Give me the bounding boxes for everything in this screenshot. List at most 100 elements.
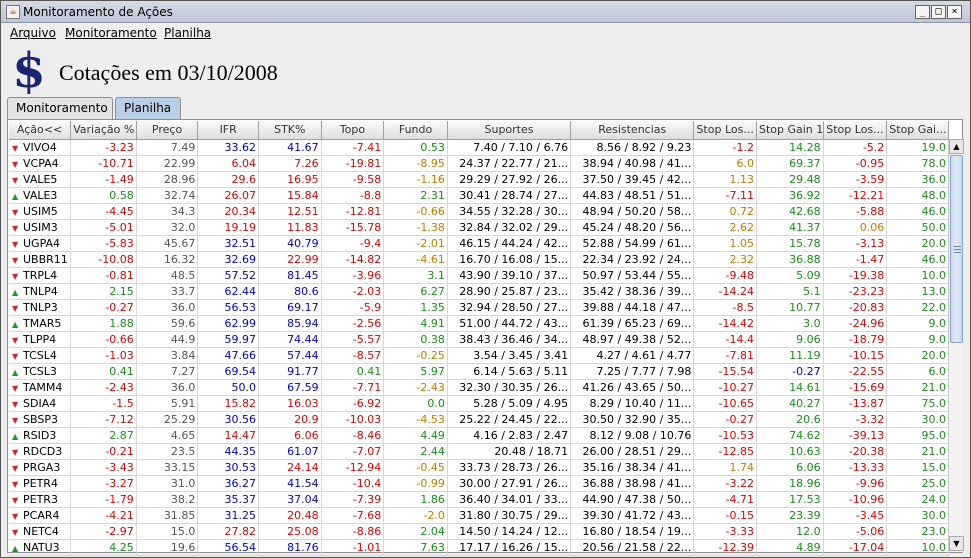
res-cell: 48.97 / 49.38 / 52... xyxy=(570,331,695,348)
column-header[interactable]: Ação<< xyxy=(9,121,72,140)
table-row[interactable]: ▼ SDIA4 -1.5 5.91 15.82 16.03 -6.92 0.0 5.28 / 5… xyxy=(9,395,949,412)
table-row[interactable]: ▼ TAMM4 -2.43 36.0 50.0 67.59 -7.71 -2.43 32.30 … xyxy=(9,379,949,396)
table-row[interactable]: ▼ UBBR11 -10.08 16.32 32.69 22.99 -14.82 -4.61 1… xyxy=(9,251,949,268)
topo-cell: -8.46 xyxy=(321,427,385,444)
table-row[interactable]: ▼ RDCD3 -0.21 23.5 44.35 61.07 -7.07 2.44 20.48 … xyxy=(9,443,949,460)
table-row[interactable]: ▼ SBSP3 -7.12 25.29 30.56 20.9 -10.03 -4.53 25.2… xyxy=(9,411,949,428)
table-row[interactable]: ▼ VIVO4 -3.23 7.49 33.62 41.67 -7.41 0.53 7.40 /… xyxy=(9,139,949,156)
stk-cell: 12.51 xyxy=(258,203,322,220)
table-row[interactable]: ▼ TCSL4 -1.03 3.84 47.66 57.44 -8.57 -0.25 3.54 … xyxy=(9,347,949,364)
table-row[interactable]: ▲ RSID3 2.87 4.65 14.47 6.06 -8.46 4.49 4.16 / 2… xyxy=(9,427,949,444)
symbol-cell: ▼ VALE5 xyxy=(9,171,72,188)
table-row[interactable]: ▼ PETR3 -1.79 38.2 35.37 37.04 -7.39 1.86 36.40 … xyxy=(9,491,949,508)
res-cell: 44.83 / 48.51 / 51... xyxy=(570,187,695,204)
arrow-down-icon: ▼ xyxy=(12,303,19,313)
column-header[interactable]: IFR xyxy=(197,121,259,140)
table-row[interactable]: ▼ NETC4 -2.97 15.0 27.82 25.08 -8.86 2.04 14.50 … xyxy=(9,523,949,540)
preco-cell: 3.84 xyxy=(136,347,199,364)
symbol-cell: ▼ USIM5 xyxy=(9,203,72,220)
fundo-cell: -4.53 xyxy=(383,411,448,428)
vertical-scrollbar[interactable]: ▲ ▼ xyxy=(948,139,964,552)
column-header[interactable]: Variação % xyxy=(70,121,137,140)
table-row[interactable]: ▼ TNLP3 -0.27 36.0 56.53 69.17 -5.9 1.35 32.94 /… xyxy=(9,299,949,316)
menu-arquivo[interactable]: Arquivo xyxy=(10,26,56,40)
maximize-button[interactable]: □ xyxy=(931,5,946,19)
minimize-button[interactable]: _ xyxy=(915,5,930,19)
ifr-cell: 62.44 xyxy=(197,283,259,300)
table-row[interactable]: ▼ PRGA3 -3.43 33.15 30.53 24.14 -12.94 -0.45 33.… xyxy=(9,459,949,476)
var-cell: 4.25 xyxy=(70,539,137,556)
res-cell: 7.25 / 7.77 / 7.98 xyxy=(570,363,695,380)
sl2-cell: -13.33 xyxy=(823,459,888,476)
ifr-cell: 56.53 xyxy=(197,299,259,316)
symbol-cell: ▼ TCSL4 xyxy=(9,347,72,364)
sl1-cell: -4.71 xyxy=(693,491,757,508)
sg1-cell: 18.96 xyxy=(756,475,824,492)
table-row[interactable]: ▲ NATU3 4.25 19.6 56.54 81.76 -1.01 7.63 17.17 /… xyxy=(9,539,949,556)
column-header[interactable]: Resistencias xyxy=(570,121,695,140)
sl1-cell: -14.24 xyxy=(693,283,757,300)
ifr-cell: 30.56 xyxy=(197,411,259,428)
table-row[interactable]: ▼ VCPA4 -10.71 22.99 6.04 7.26 -19.81 -8.95 24.3… xyxy=(9,155,949,172)
sg2-cell: 10.0 xyxy=(886,267,949,284)
table-row[interactable]: ▼ VALE5 -1.49 28.96 29.6 16.95 -9.58 -1.16 29.29… xyxy=(9,171,949,188)
scroll-down-button[interactable]: ▼ xyxy=(949,536,964,551)
column-header[interactable]: Stop Los... xyxy=(693,121,757,140)
stk-cell: 16.03 xyxy=(258,395,322,412)
sg2-cell: 30.0 xyxy=(886,507,949,524)
stk-cell: 25.08 xyxy=(258,523,322,540)
table-row[interactable]: ▼ UGPA4 -5.83 45.67 32.51 40.79 -9.4 -2.01 46.15… xyxy=(9,235,949,252)
java-app-icon: ☕ xyxy=(6,5,20,19)
arrow-down-icon: ▼ xyxy=(12,415,19,425)
preco-cell: 7.27 xyxy=(136,363,199,380)
fundo-cell: -0.99 xyxy=(383,475,448,492)
var-cell: -0.81 xyxy=(70,267,137,284)
table-row[interactable]: ▼ PCAR4 -4.21 31.85 31.25 20.48 -7.68 -2.0 31.80… xyxy=(9,507,949,524)
scroll-thumb[interactable] xyxy=(950,155,963,343)
scroll-up-button[interactable]: ▲ xyxy=(949,139,964,154)
column-header[interactable]: Stop Gain 1 xyxy=(756,121,824,140)
column-header[interactable]: Stop Gai... xyxy=(886,121,949,140)
column-header[interactable]: Fundo xyxy=(383,121,448,140)
tab-monitoramento-label: Monitoramento xyxy=(16,101,108,115)
table-row[interactable]: ▲ TCSL3 0.41 7.27 69.54 91.77 0.41 5.97 6.14 / 5… xyxy=(9,363,949,380)
thumb-grip xyxy=(954,252,961,253)
sup-cell: 17.17 / 16.26 / 15... xyxy=(447,539,572,556)
fundo-cell: 1.86 xyxy=(383,491,448,508)
tab-planilha[interactable]: Planilha xyxy=(115,97,181,120)
table-row[interactable]: ▲ VALE3 0.58 32.74 26.07 15.84 -8.8 2.31 30.41 /… xyxy=(9,187,949,204)
topo-cell: 0.41 xyxy=(321,363,385,380)
menu-monitoramento[interactable]: Monitoramento xyxy=(65,26,157,40)
symbol-label: SBSP3 xyxy=(23,412,58,426)
column-header[interactable]: STK% xyxy=(258,121,322,140)
res-cell: 45.24 / 48.20 / 56... xyxy=(570,219,695,236)
sg2-cell: 24.0 xyxy=(886,491,949,508)
column-header[interactable]: Stop Los... xyxy=(823,121,888,140)
symbol-cell: ▼ RDCD3 xyxy=(9,443,72,460)
topo-cell: -14.82 xyxy=(321,251,385,268)
table-row[interactable]: ▲ TMAR5 1.88 59.6 62.99 85.94 -2.56 4.91 51.00 /… xyxy=(9,315,949,332)
menu-planilha[interactable]: Planilha xyxy=(164,26,211,40)
sup-cell: 46.15 / 44.24 / 42... xyxy=(447,235,572,252)
ifr-cell: 31.25 xyxy=(197,507,259,524)
sup-cell: 3.54 / 3.45 / 3.41 xyxy=(447,347,572,364)
table-row[interactable]: ▼ PETR4 -3.27 31.0 36.27 41.54 -10.4 -0.99 30.00… xyxy=(9,475,949,492)
table-row[interactable]: ▼ USIM3 -5.01 32.0 19.19 11.83 -15.78 -1.38 32.8… xyxy=(9,219,949,236)
sl1-cell: -0.15 xyxy=(693,507,757,524)
tab-monitoramento[interactable]: Monitoramento xyxy=(7,97,113,119)
column-header[interactable]: Suportes xyxy=(447,121,572,140)
table-row[interactable]: ▼ TLPP4 -0.66 44.9 59.97 74.44 -5.57 0.38 38.43 … xyxy=(9,331,949,348)
sg1-cell: 41.37 xyxy=(756,219,824,236)
preco-cell: 15.0 xyxy=(136,523,199,540)
table-row[interactable]: ▲ TNLP4 2.15 33.7 62.44 80.6 -2.03 6.27 28.90 / … xyxy=(9,283,949,300)
sup-cell: 16.70 / 16.08 / 15... xyxy=(447,251,572,268)
close-button[interactable]: × xyxy=(947,5,962,19)
column-header[interactable]: Topo xyxy=(321,121,385,140)
sg1-cell: 4.89 xyxy=(756,539,824,556)
column-header[interactable]: Preço xyxy=(136,121,199,140)
table-row[interactable]: ▼ TRPL4 -0.81 48.5 57.52 81.45 -3.96 3.1 43.90 /… xyxy=(9,267,949,284)
fundo-cell: 7.63 xyxy=(383,539,448,556)
sl2-cell: -24.96 xyxy=(823,315,888,332)
title-bar[interactable]: ☕ Monitoramento de Ações _ □ × xyxy=(1,1,970,23)
table-row[interactable]: ▼ USIM5 -4.45 34.3 20.34 12.51 -12.81 -0.66 34.5… xyxy=(9,203,949,220)
